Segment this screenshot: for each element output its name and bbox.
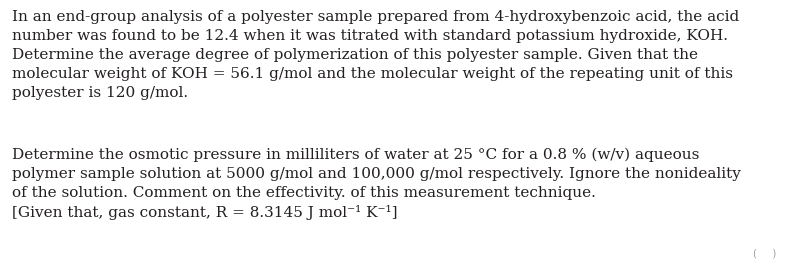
Text: (     ): ( ) — [753, 248, 776, 258]
Text: polymer sample solution at 5000 g/mol and 100,000 g/mol respectively. Ignore the: polymer sample solution at 5000 g/mol an… — [12, 167, 741, 181]
Text: Determine the average degree of polymerization of this polyester sample. Given t: Determine the average degree of polymeri… — [12, 48, 698, 62]
Text: Determine the osmotic pressure in milliliters of water at 25 °C for a 0.8 % (w/v: Determine the osmotic pressure in millil… — [12, 148, 700, 162]
Text: In an end-group analysis of a polyester sample prepared from 4-hydroxybenzoic ac: In an end-group analysis of a polyester … — [12, 10, 739, 24]
Text: polyester is 120 g/mol.: polyester is 120 g/mol. — [12, 86, 188, 100]
Text: number was found to be 12.4 when it was titrated with standard potassium hydroxi: number was found to be 12.4 when it was … — [12, 29, 728, 43]
Text: of the solution. Comment on the effectivity. of this measurement technique.: of the solution. Comment on the effectiv… — [12, 186, 596, 200]
Text: [Given that, gas constant, R = 8.3145 J mol⁻¹ K⁻¹]: [Given that, gas constant, R = 8.3145 J … — [12, 205, 397, 220]
Text: molecular weight of KOH = 56.1 g/mol and the molecular weight of the repeating u: molecular weight of KOH = 56.1 g/mol and… — [12, 67, 733, 81]
